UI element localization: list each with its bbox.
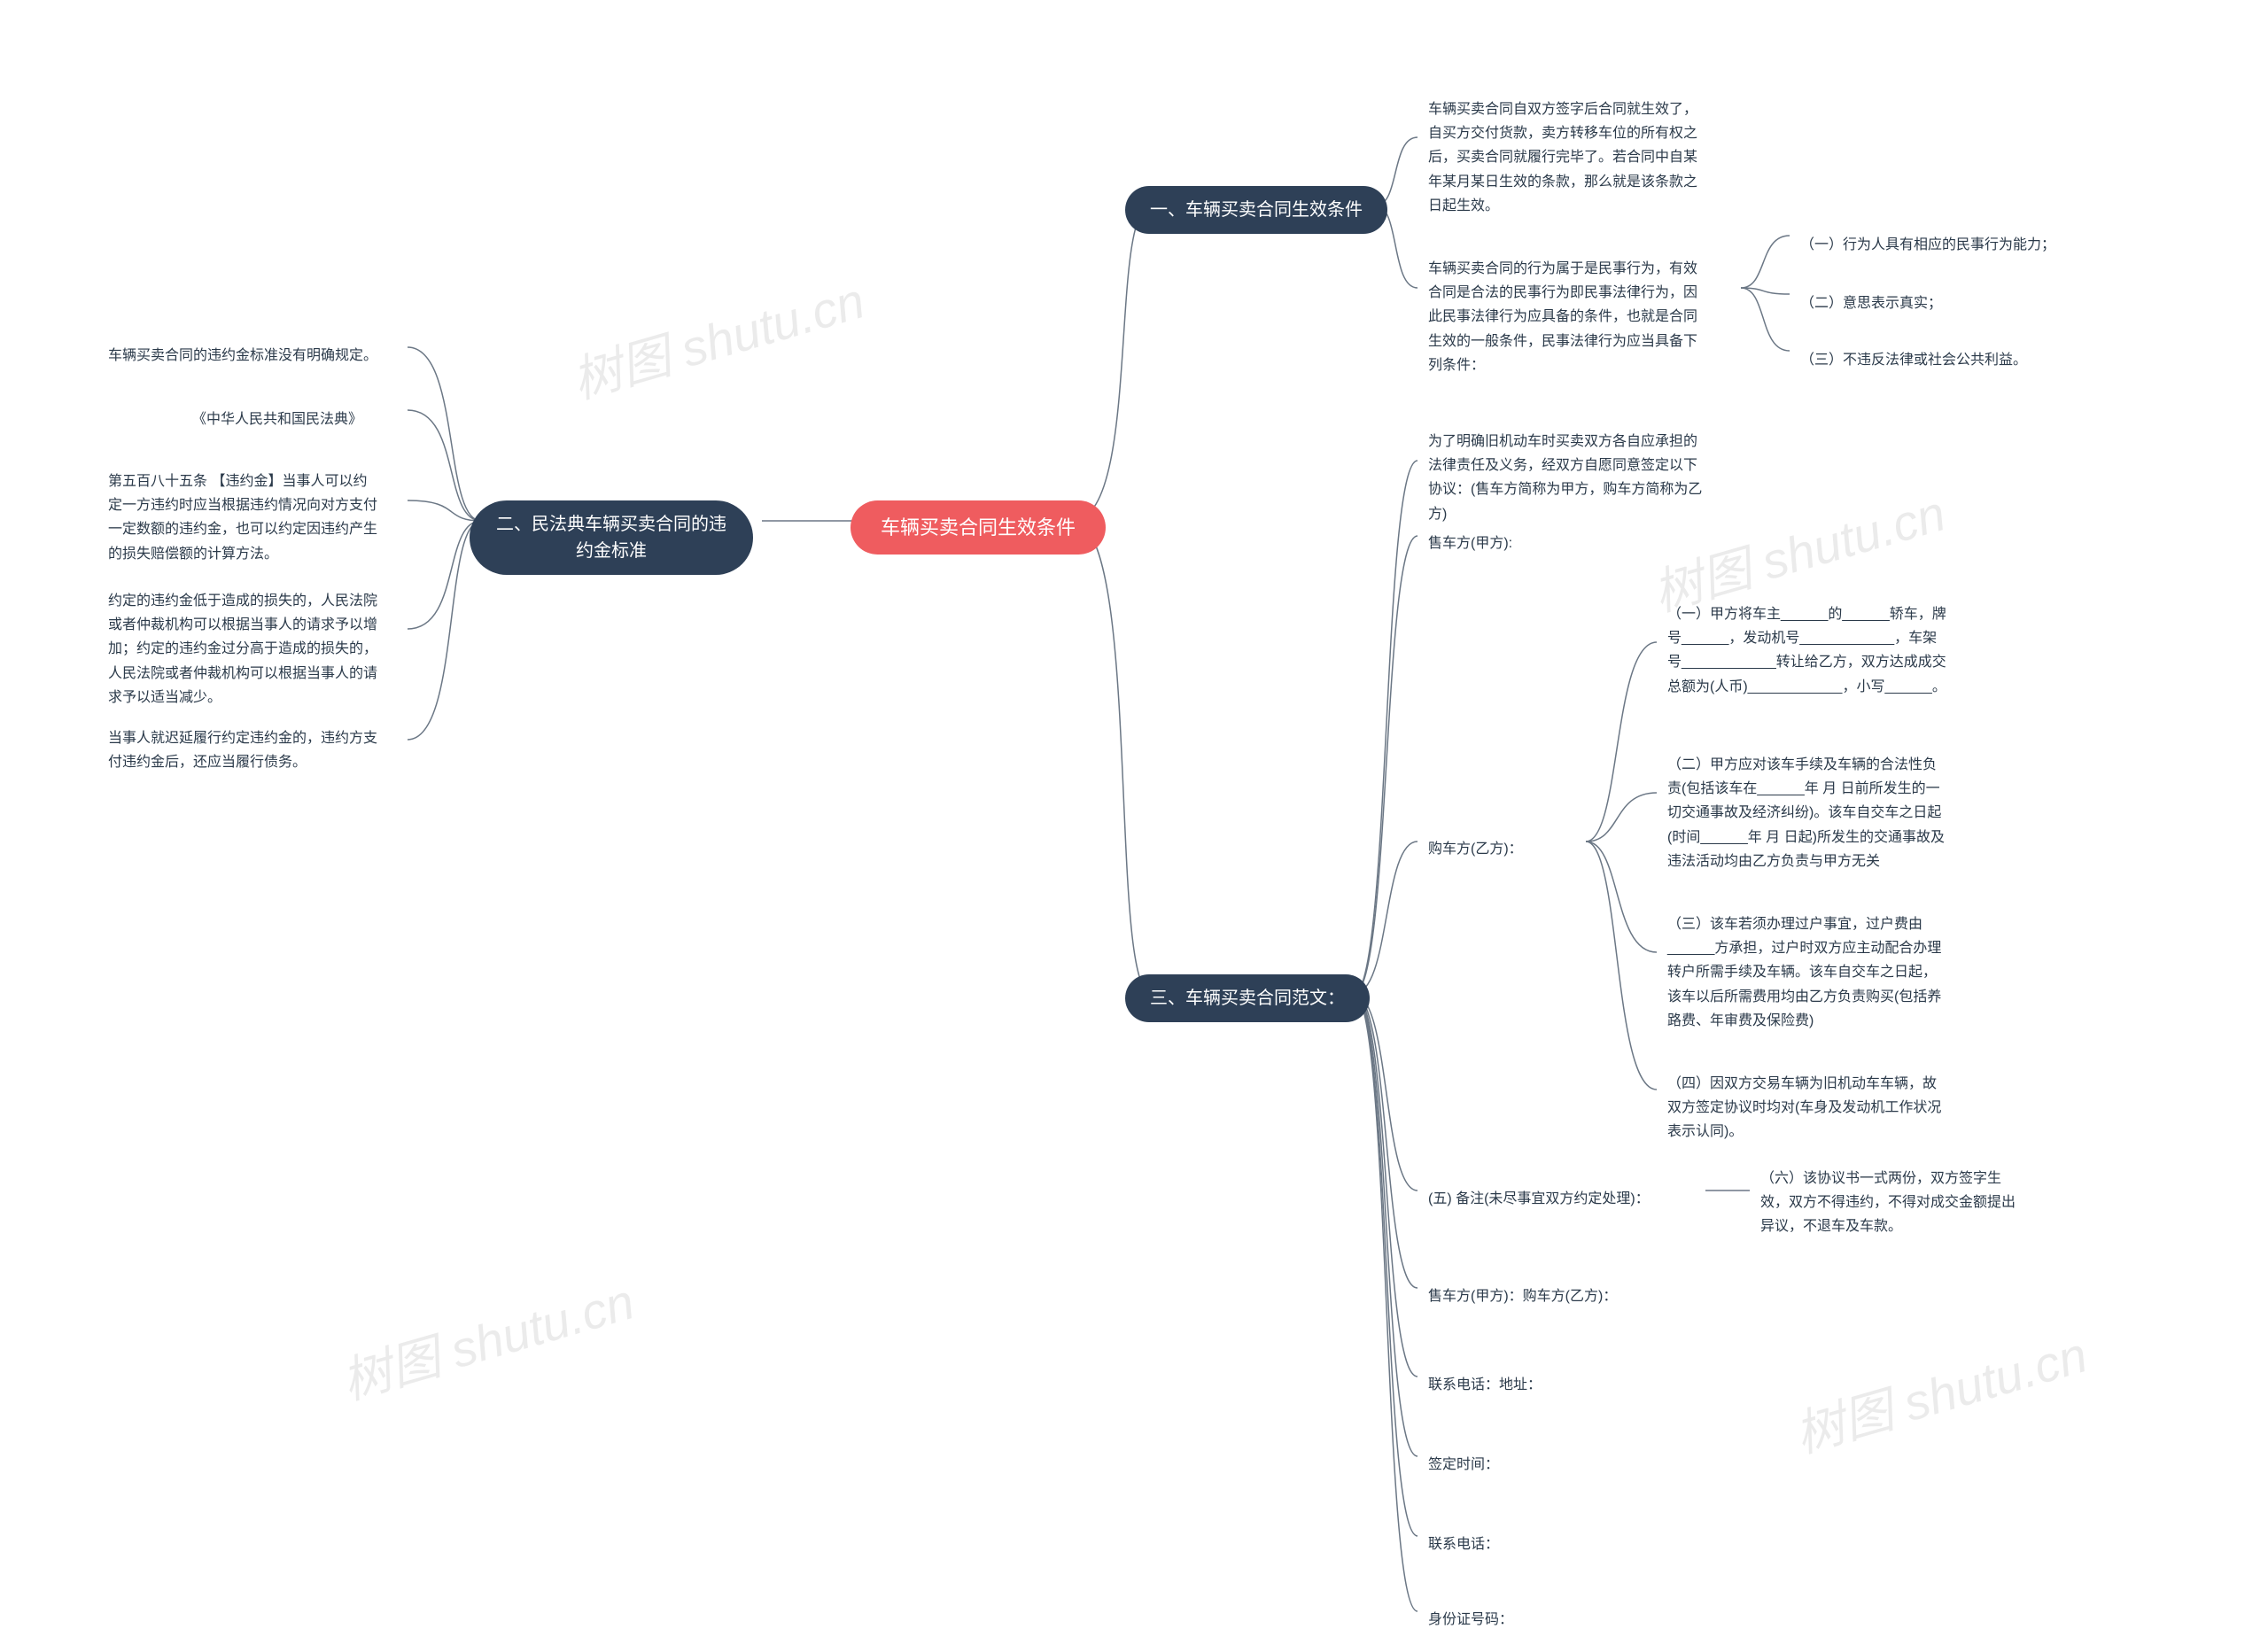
leaf-s1b: 车辆买卖合同的行为属于是民事行为，有效合同是合法的民事行为即民事法律行为，因此民… (1409, 248, 1728, 386)
leaf-s3h: 联系电话： (1409, 1524, 1518, 1565)
leaf-s3b: 售车方(甲方): (1409, 523, 1532, 564)
branch-sec2[interactable]: 二、民法典车辆买卖合同的违约金标准 (470, 500, 753, 575)
branch-sec3[interactable]: 三、车辆买卖合同范文： (1125, 974, 1370, 1022)
leaf-s3g: 签定时间： (1409, 1444, 1518, 1485)
mindmap-canvas: 车辆买卖合同生效条件 一、车辆买卖合同生效条件 车辆买卖合同自双方签字后合同就生… (0, 0, 2268, 1652)
leaf-s2e: 当事人就迟延履行约定违约金的，违约方支付违约金后，还应当履行债务。 (89, 717, 399, 783)
leaf-s3c1: （一）甲方将车主______的______轿车，牌号______，发动机号___… (1648, 593, 1967, 708)
leaf-s3c4: （四）因双方交易车辆为旧机动车车辆，故双方签定协议时均对(车身及发动机工作状况表… (1648, 1063, 1967, 1153)
leaf-s3d: (五) 备注(未尽事宜双方约定处理)： (1409, 1178, 1669, 1220)
leaf-s2a: 车辆买卖合同的违约金标准没有明确规定。 (89, 335, 397, 376)
leaf-s3d1: （六）该协议书一式两份，双方签字生效，双方不得违约，不得对成交金额提出异议，不退… (1741, 1158, 2042, 1248)
leaf-s2c: 第五百八十五条 【违约金】当事人可以约定一方违约时应当根据违约情况向对方支付一定… (89, 461, 399, 575)
leaf-s3a: 为了明确旧机动车时买卖双方各自应承担的法律责任及义务，经双方自愿同意签定以下协议… (1409, 421, 1728, 535)
watermark: 树图 shutu.cn (332, 1262, 641, 1414)
leaf-s2d: 约定的违约金低于造成的损失的，人民法院或者仲裁机构可以根据当事人的请求予以增加；… (89, 580, 399, 718)
leaf-s1b3: （三）不违反法律或社会公共利益。 (1781, 339, 2047, 381)
leaf-s3i: 身份证号码： (1409, 1599, 1533, 1640)
root-node[interactable]: 车辆买卖合同生效条件 (850, 500, 1106, 555)
leaf-s3c3: （三）该车若须办理过户事宜，过户费由______方承担，过户时双方应主动配合办理… (1648, 904, 1967, 1042)
leaf-s3f: 联系电话：地址： (1409, 1364, 1561, 1406)
watermark: 树图 shutu.cn (1785, 1315, 2093, 1467)
watermark: 树图 shutu.cn (563, 261, 871, 413)
leaf-s1a: 车辆买卖合同自双方签字后合同就生效了，自买方交付货款，卖方转移车位的所有权之后，… (1409, 89, 1728, 227)
leaf-s2b: 《中华人民共和国民法典》 (173, 399, 382, 440)
leaf-s1b2: （二）意思表示真实； (1781, 283, 1961, 324)
branch-sec1[interactable]: 一、车辆买卖合同生效条件 (1125, 186, 1387, 234)
leaf-s3e: 售车方(甲方)：购车方(乙方)： (1409, 1276, 1636, 1317)
leaf-s3c: 购车方(乙方)： (1409, 828, 1542, 870)
leaf-s1b1: （一）行为人具有相应的民事行为能力； (1781, 224, 2075, 266)
leaf-s3c2: （二）甲方应对该车手续及车辆的合法性负责(包括该车在______年 月 日前所发… (1648, 744, 1967, 882)
